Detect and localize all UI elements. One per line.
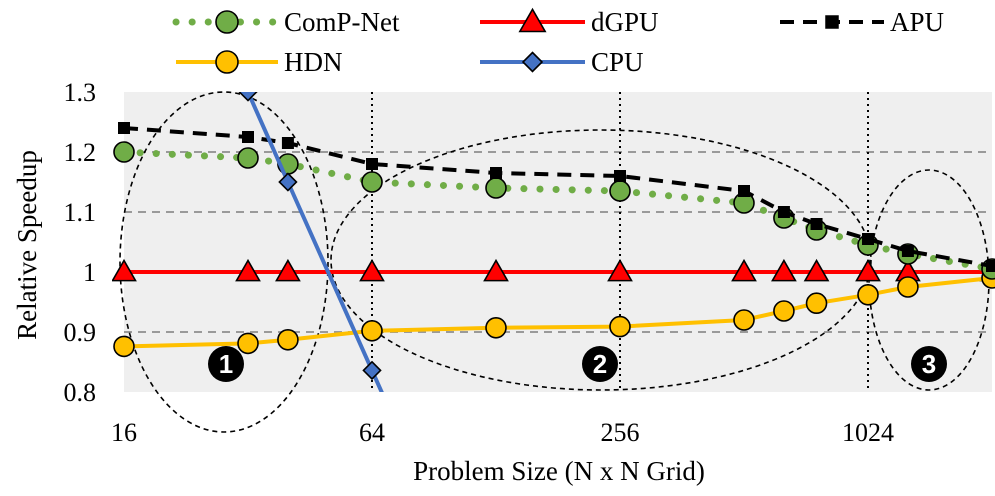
point-dgpu [235, 258, 261, 282]
y-tick-label: 1.1 [64, 198, 97, 227]
point-hdn [113, 335, 135, 358]
series-layer [112, 92, 995, 392]
x-tick-label: 64 [359, 418, 385, 447]
point-hdn [897, 276, 919, 298]
point-hdn [609, 315, 631, 338]
annotation-label: 2 [593, 349, 607, 379]
point-hdn [277, 328, 299, 351]
point-dgpu [731, 258, 757, 282]
point-dgpu [112, 258, 137, 282]
region-ellipse-2 [330, 129, 872, 391]
line-cpu [246, 92, 384, 392]
point-apu [281, 137, 294, 149]
point-hdn [773, 300, 795, 322]
legend-label: CPU [591, 47, 644, 77]
point-dgpu [275, 258, 301, 282]
point-apu [118, 122, 130, 134]
legend-swatch-marker [215, 10, 239, 34]
point-comp-net [237, 147, 259, 169]
point-apu [366, 158, 378, 170]
point-apu [490, 167, 502, 179]
y-tick-label: 0.9 [64, 318, 97, 347]
point-dgpu [607, 258, 633, 282]
legend-item-cpu: CPU [480, 47, 644, 77]
point-hdn [237, 332, 259, 355]
point-apu [777, 206, 790, 218]
line-apu [123, 126, 993, 268]
legend-label: HDN [284, 47, 343, 77]
y-tick-label: 1.3 [64, 78, 97, 107]
legend-item-hdn: HDN [176, 47, 343, 77]
point-comp-net [113, 141, 135, 163]
point-apu [810, 218, 823, 230]
legend-label: APU [890, 7, 944, 37]
point-apu [242, 131, 254, 143]
legend-swatch-marker [518, 7, 547, 33]
y-axis-title: Relative Speedup [12, 150, 42, 340]
point-hdn [485, 316, 507, 339]
point-cpu [238, 92, 258, 102]
point-apu [614, 170, 626, 182]
point-comp-net [361, 171, 383, 193]
legend-item-comp-net: ComP-Net [172, 7, 400, 37]
series-apu [118, 122, 995, 272]
legend-swatch-marker [825, 15, 839, 29]
series-cpu [238, 92, 384, 392]
x-axis-title: Problem Size (N x N Grid) [413, 456, 705, 486]
point-hdn [733, 309, 755, 331]
annotation-disc [208, 346, 244, 382]
point-dgpu [483, 258, 509, 282]
y-tick-label: 1.2 [64, 138, 97, 167]
series-dgpu [112, 258, 995, 282]
point-apu [901, 245, 914, 257]
annotation-label: 3 [922, 349, 936, 379]
x-tick-label: 1024 [842, 418, 894, 447]
legend-item-apu: APU [780, 7, 944, 37]
legend-label: ComP-Net [284, 7, 400, 37]
annotation-label: 1 [219, 349, 233, 379]
region-ellipse-1 [119, 91, 329, 433]
x-tick-label: 16 [111, 418, 137, 447]
point-dgpu [771, 258, 797, 282]
legend-label: dGPU [591, 7, 659, 37]
point-dgpu [359, 258, 385, 282]
point-dgpu [855, 258, 881, 282]
y-tick-label: 0.8 [64, 378, 97, 407]
point-hdn [805, 292, 828, 315]
point-comp-net [609, 180, 631, 202]
x-tick-label: 256 [601, 418, 640, 447]
point-comp-net [485, 177, 507, 199]
annotation-disc [911, 346, 947, 382]
legend-item-dgpu: dGPU [480, 7, 659, 37]
point-apu [986, 260, 995, 272]
legend-swatch-marker [215, 50, 239, 74]
y-tick-label: 1 [83, 258, 96, 287]
point-hdn [857, 283, 879, 306]
legend: ComP-Net dGPU APU HDN CPU [172, 7, 944, 77]
point-cpu [278, 172, 298, 192]
legend-swatch-marker [521, 51, 544, 73]
tick-labels: 0.8 0.9 1 1.1 1.2 1.3 16 64 256 1024 [64, 78, 895, 447]
point-hdn [361, 319, 383, 342]
region-annotations: 1 2 3 [208, 346, 947, 382]
point-apu [738, 185, 750, 197]
point-apu [862, 233, 874, 245]
point-dgpu [803, 258, 830, 282]
annotation-disc [582, 346, 618, 382]
point-cpu [362, 360, 382, 381]
